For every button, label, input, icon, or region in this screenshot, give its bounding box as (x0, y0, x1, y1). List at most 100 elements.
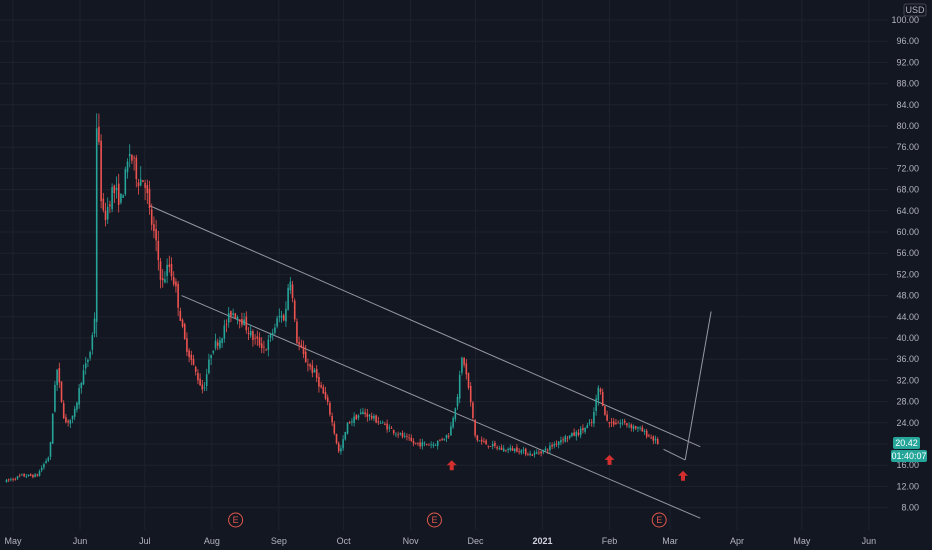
earnings-marker[interactable]: E (426, 512, 442, 528)
candle-body (249, 330, 252, 336)
candle-body (210, 355, 212, 359)
candle-body (432, 444, 435, 446)
countdown-text: 01:40:07 (891, 451, 926, 461)
trendline-projection[interactable] (663, 448, 686, 461)
candle-body (546, 449, 549, 451)
candle-body (641, 427, 644, 432)
earnings-icon: E (656, 515, 662, 525)
candle-body (436, 440, 439, 446)
candle-body (588, 422, 591, 424)
candle-body (623, 420, 626, 423)
candle-body (329, 403, 331, 415)
candle-body (590, 422, 593, 423)
candle-body (296, 321, 298, 343)
earnings-marker[interactable]: E (651, 512, 667, 528)
y-tick-label: 52.00 (896, 269, 919, 279)
candle-body (498, 448, 501, 449)
candle-body (582, 428, 584, 431)
currency-label: USD (903, 3, 927, 17)
candle-body (45, 460, 47, 463)
candle-body (227, 312, 230, 323)
candle-body (188, 350, 190, 358)
candle-body (247, 332, 250, 335)
candle-body (606, 414, 608, 421)
candle-body (392, 429, 395, 434)
candle-body (368, 414, 371, 417)
candle-body (192, 358, 195, 365)
candle-body (573, 432, 575, 436)
candle-body (117, 183, 120, 205)
candle-body (364, 412, 366, 415)
candle-body (344, 431, 347, 440)
candle-body (161, 278, 164, 281)
earnings-icon: E (431, 515, 437, 525)
candle-body (91, 335, 94, 350)
candle-body (527, 454, 529, 456)
candle-body (289, 281, 292, 291)
y-tick-label: 60.00 (896, 227, 919, 237)
candle-body (637, 426, 639, 429)
candle-body (298, 342, 300, 345)
candle-body (18, 475, 21, 477)
candle-body (355, 414, 358, 420)
candle-body (450, 426, 452, 436)
trendline-projection2[interactable] (684, 311, 712, 460)
candle-body (524, 448, 527, 455)
candle-body (608, 422, 611, 424)
candle-body (65, 417, 67, 423)
candle-body (406, 436, 408, 438)
candle-body (190, 354, 193, 360)
countdown-tag: 01:40:07 (891, 450, 927, 462)
candle-body (377, 421, 380, 423)
y-tick-label: 80.00 (896, 121, 919, 131)
earnings-marker[interactable]: E (228, 512, 244, 528)
candle-body (351, 421, 353, 423)
candle-body (370, 415, 373, 419)
candle-body (43, 464, 45, 468)
candle-body (628, 425, 630, 427)
candle-body (496, 447, 498, 449)
candle-body (5, 479, 8, 483)
candle-body (571, 432, 573, 437)
candle-body (135, 157, 138, 180)
candle-body (463, 357, 465, 365)
candle-body (282, 315, 285, 321)
candle-body (106, 206, 109, 220)
candle-body (21, 474, 23, 476)
candle-body (144, 182, 146, 188)
candle-body (168, 264, 171, 267)
candle-body (225, 324, 228, 326)
x-tick-label: 2021 (533, 536, 553, 546)
candle-body (62, 403, 65, 419)
candle-body (593, 412, 595, 424)
candle-body (153, 224, 155, 231)
trendline-lower[interactable] (181, 295, 701, 519)
candle-body (656, 439, 659, 444)
candle-body (505, 449, 507, 451)
candle-body (29, 474, 32, 476)
candle-body (597, 387, 600, 401)
x-tick-label: Mar (662, 536, 678, 546)
candle-body (399, 433, 402, 435)
x-tick-label: May (793, 536, 811, 546)
candle-body (38, 471, 41, 477)
candle-body (95, 128, 98, 322)
candle-body (148, 188, 151, 208)
candle-body (175, 281, 177, 287)
candle-body (652, 436, 655, 441)
candle-body (256, 336, 259, 339)
time-axis[interactable]: May Jun Jul Aug Sep Oct Nov Dec 2021 Feb Mar Apr May… (4, 536, 876, 546)
candle-body (522, 449, 525, 451)
candle-body (102, 198, 105, 211)
candle-body (604, 406, 606, 415)
candle-body (302, 346, 305, 355)
candle-body (511, 448, 514, 451)
x-tick-label: Jun (73, 536, 88, 546)
candle-body (219, 340, 221, 348)
candle-body (124, 169, 127, 195)
candle-body (131, 154, 133, 161)
candle-body (353, 416, 355, 423)
candle-body (126, 161, 129, 173)
trendline-upper[interactable] (148, 205, 701, 448)
